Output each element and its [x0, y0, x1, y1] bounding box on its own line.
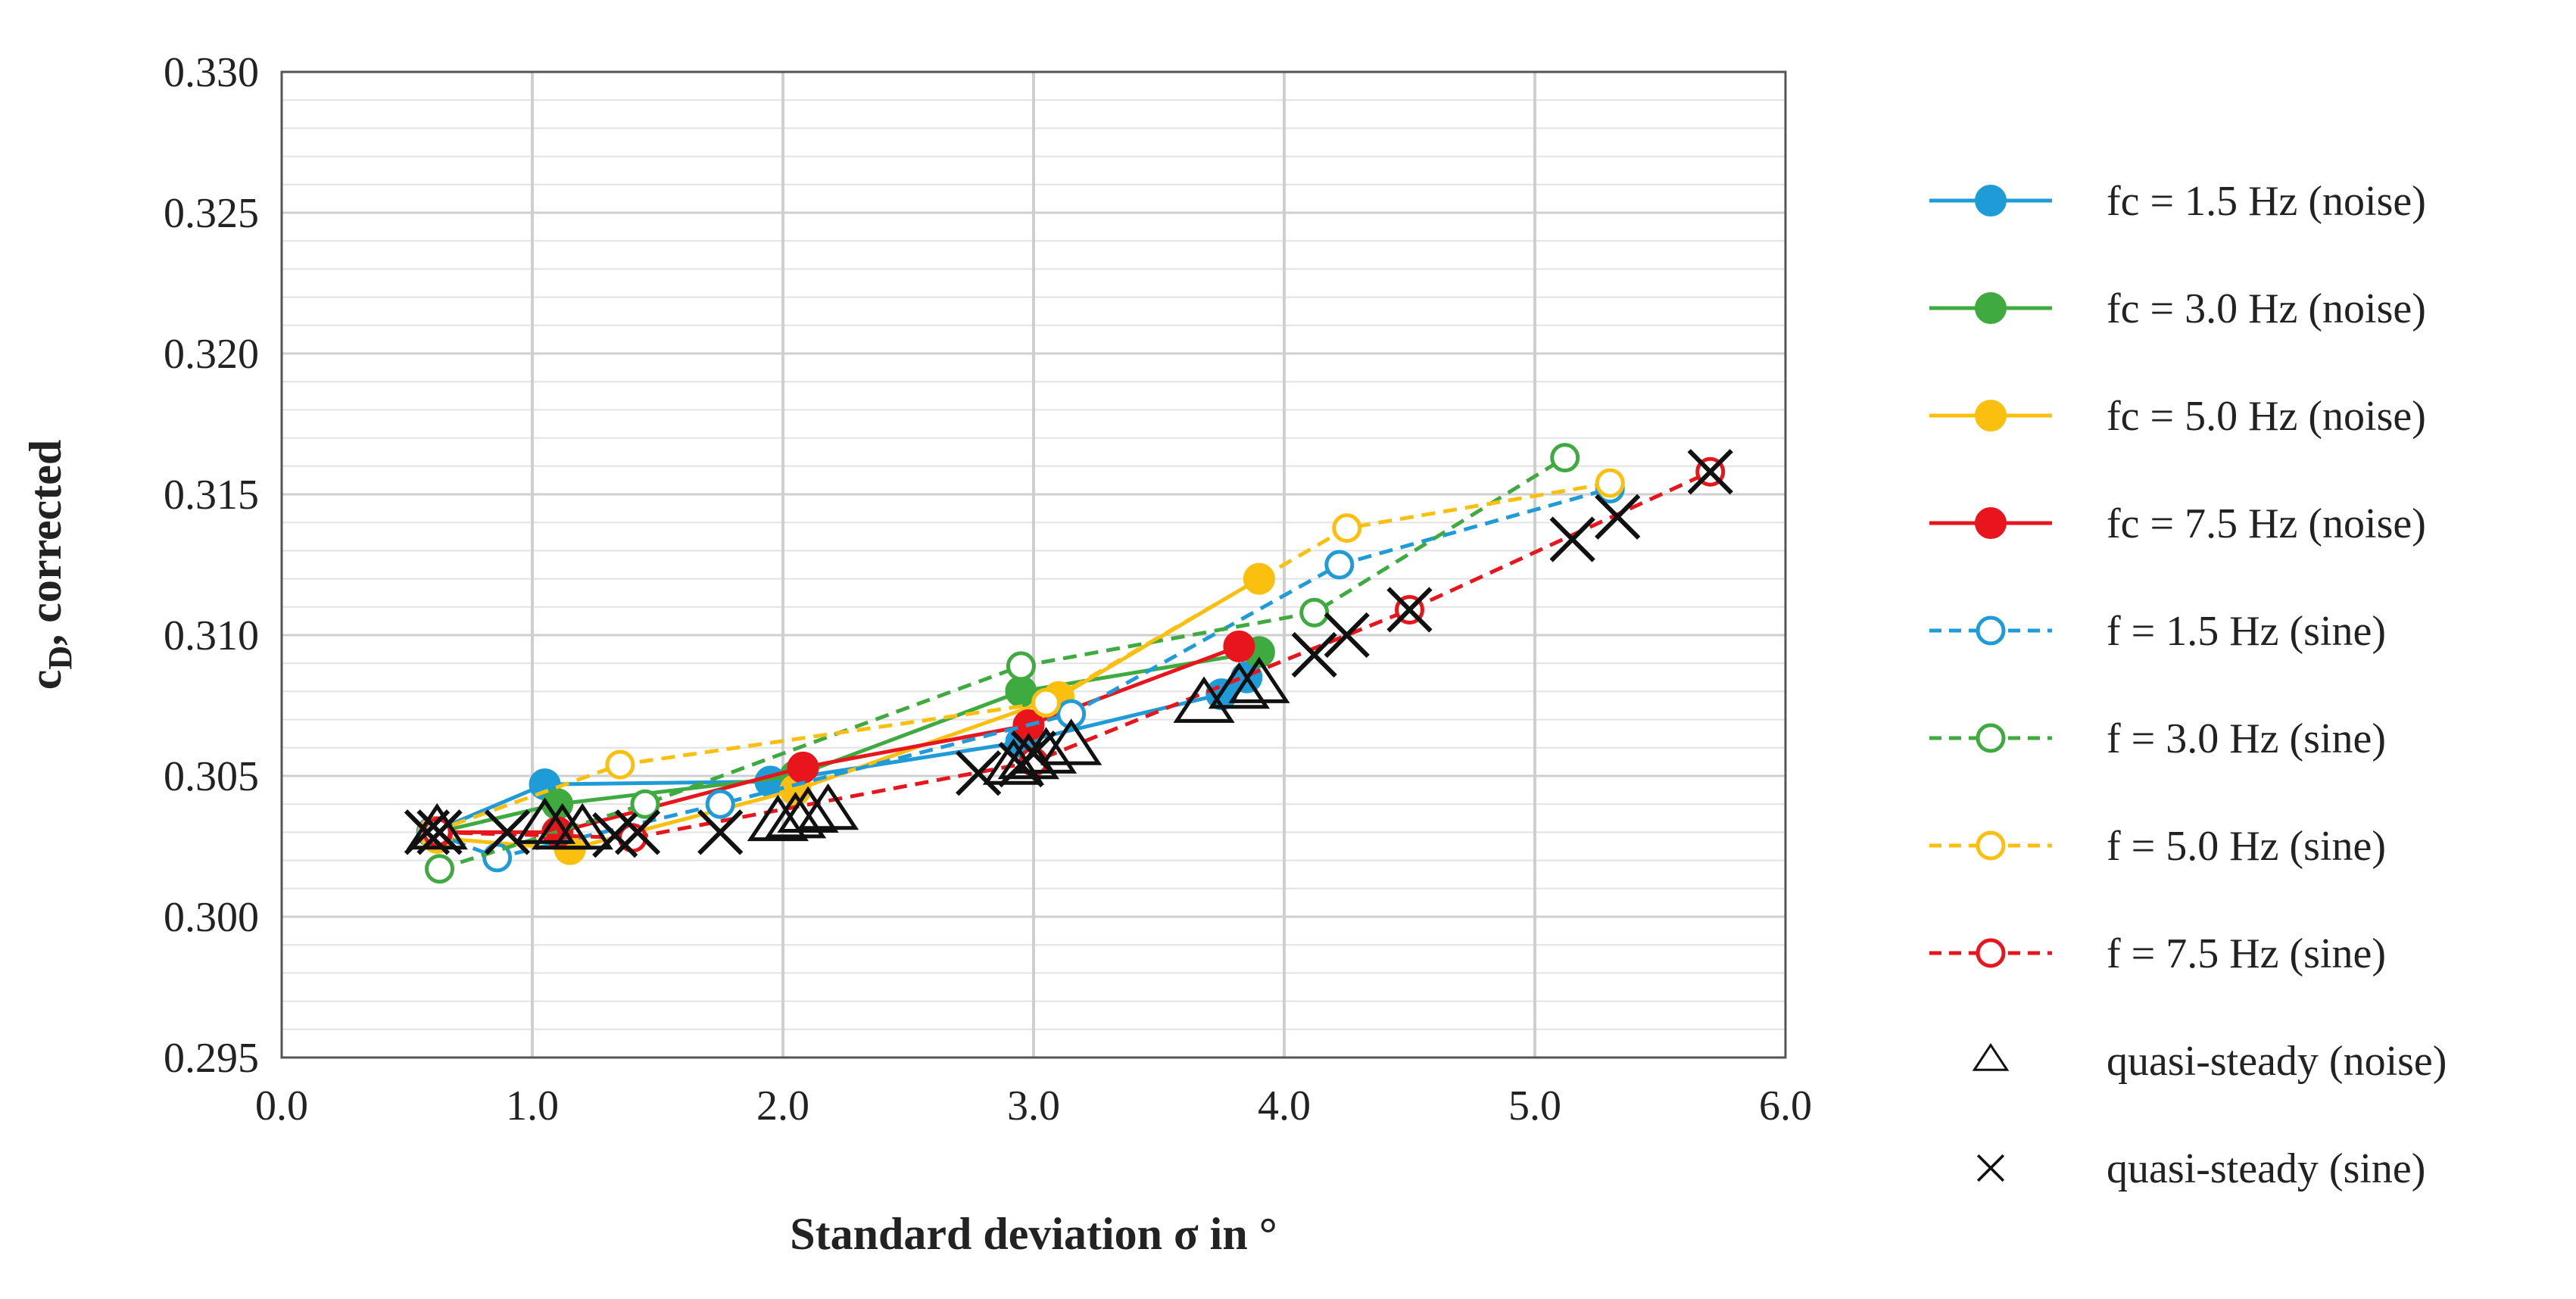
data-point	[1031, 687, 1062, 718]
y-axis-title: cD, corrected	[20, 440, 79, 690]
legend-item: fc = 1.5 Hz (noise)	[1929, 178, 2426, 225]
y-tick-label: 0.320	[164, 331, 259, 378]
data-point	[1386, 587, 1433, 633]
data-point	[605, 749, 635, 780]
data-point	[747, 794, 809, 842]
data-point	[1228, 656, 1290, 703]
legend: fc = 1.5 Hz (noise) fc = 3.0 Hz (noise) fc…	[1929, 178, 2447, 1192]
legend-label: quasi-steady (sine)	[2107, 1145, 2425, 1192]
y-axis-title-subscript: D	[42, 646, 79, 670]
data-point	[787, 751, 819, 783]
legend-label: f = 5.0 Hz (sine)	[2107, 823, 2386, 870]
legend-marker	[1976, 1154, 2005, 1182]
legend-marker	[1975, 185, 2007, 216]
legend-marker	[1972, 1042, 2010, 1071]
data-point	[777, 786, 839, 833]
x-tick-label: 4.0	[1258, 1082, 1311, 1129]
data-point	[705, 789, 735, 819]
data-point	[797, 783, 859, 830]
legend-item: fc = 7.5 Hz (noise)	[1929, 500, 2426, 547]
x-tick-label: 5.0	[1508, 1082, 1561, 1129]
legend-item: f = 7.5 Hz (sine)	[1929, 930, 2386, 977]
legend-marker	[1976, 938, 2006, 968]
data-point	[1550, 443, 1580, 473]
data-point	[1324, 550, 1355, 580]
series-line	[431, 487, 1611, 860]
data-point	[416, 809, 463, 855]
legend-item: fc = 3.0 Hz (noise)	[1929, 285, 2426, 332]
data-point	[1595, 468, 1625, 498]
data-point	[551, 802, 613, 850]
plot-frame	[280, 70, 1787, 1059]
data-point	[1324, 612, 1370, 659]
x-tick-label: 0.0	[255, 1082, 308, 1129]
y-tick-label: 0.330	[164, 49, 259, 96]
data-point	[1208, 662, 1271, 709]
legend-label: fc = 7.5 Hz (noise)	[2107, 500, 2426, 547]
legend-marker	[1975, 400, 2007, 431]
y-axis-title-main: c	[20, 670, 70, 690]
data-point	[1299, 597, 1330, 628]
series-9	[404, 449, 1733, 858]
data-point	[697, 809, 744, 855]
y-tick-label: 0.305	[164, 753, 259, 800]
y-tick-label: 0.310	[164, 612, 259, 659]
series-line	[431, 481, 1611, 834]
legend-marker	[1976, 615, 2006, 646]
legend-marker	[1976, 830, 2006, 861]
data-point	[425, 854, 455, 884]
legend-item: fc = 5.0 Hz (noise)	[1929, 393, 2426, 440]
x-tick-label: 3.0	[1007, 1082, 1060, 1129]
x-tick-label: 6.0	[1759, 1082, 1812, 1129]
legend-item: quasi-steady (noise)	[1972, 1038, 2447, 1085]
legend-label: f = 3.0 Hz (sine)	[2107, 715, 2386, 762]
data-point	[1291, 631, 1337, 678]
data-point	[404, 809, 451, 855]
legend-label: fc = 1.5 Hz (noise)	[2107, 178, 2426, 225]
legend-label: quasi-steady (noise)	[2107, 1038, 2447, 1085]
data-point	[956, 750, 1002, 796]
data-point	[513, 797, 576, 844]
data-point	[1595, 494, 1641, 540]
data-point	[484, 809, 531, 855]
legend-label: fc = 3.0 Hz (noise)	[2107, 285, 2426, 332]
y-tick-label: 0.300	[164, 894, 259, 941]
data-point	[1006, 651, 1036, 681]
x-axis-title: Standard deviation σ in °	[790, 1209, 1277, 1259]
y-tick-label: 0.325	[164, 190, 259, 237]
series-layer	[404, 443, 1733, 884]
legend-item: f = 5.0 Hz (sine)	[1929, 823, 2386, 870]
data-point	[1223, 630, 1255, 662]
legend-item: f = 3.0 Hz (sine)	[1929, 715, 2386, 762]
legend-label: fc = 5.0 Hz (noise)	[2107, 393, 2426, 440]
legend-item: f = 1.5 Hz (sine)	[1929, 608, 2386, 655]
data-point	[1687, 449, 1733, 495]
legend-label: f = 1.5 Hz (sine)	[2107, 608, 2386, 655]
y-tick-label: 0.295	[164, 1035, 259, 1082]
data-point	[614, 809, 661, 855]
data-point	[1332, 513, 1362, 544]
legend-label: f = 7.5 Hz (sine)	[2107, 930, 2386, 977]
data-point	[1549, 516, 1595, 562]
y-tick-label: 0.315	[164, 472, 259, 519]
legend-marker	[1975, 507, 2007, 539]
data-point	[1243, 562, 1275, 595]
axis-layer: 0.0 1.0 2.0 3.0 4.0 5.0 6.0 0.295 0.300 0.305 0.31…	[164, 49, 1812, 1129]
data-point	[1056, 699, 1087, 729]
legend-item: quasi-steady (sine)	[1976, 1145, 2425, 1192]
data-point	[630, 789, 660, 819]
y-axis-title-rest: , corrected	[20, 440, 70, 646]
data-point	[1040, 718, 1102, 765]
data-point	[1010, 730, 1057, 777]
x-tick-label: 2.0	[756, 1082, 809, 1129]
legend-marker	[1976, 723, 2006, 753]
x-tick-label: 1.0	[506, 1082, 559, 1129]
legend-marker	[1975, 292, 2007, 324]
